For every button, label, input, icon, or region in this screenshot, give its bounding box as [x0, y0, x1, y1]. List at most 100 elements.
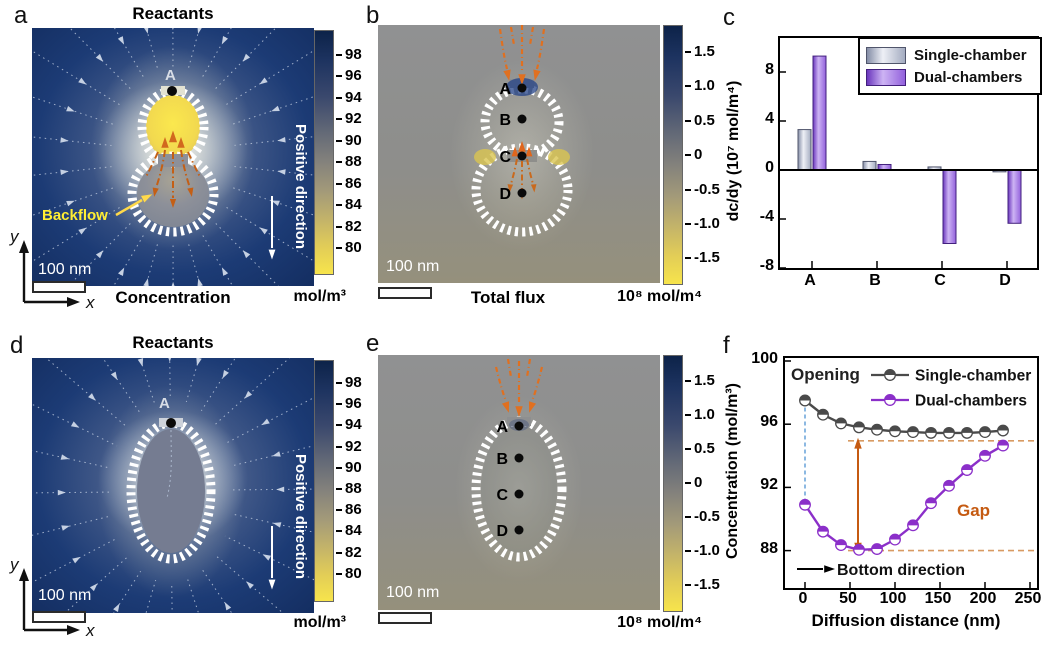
panel-a-unit: mol/m³ — [293, 288, 346, 305]
line-chart-concentration: Single-chamber Dual-chambers Opening Gap Bot… — [785, 360, 1035, 588]
colorbar-d-tick: 98 — [336, 374, 362, 391]
colorbar-d-tick: 80 — [336, 565, 362, 582]
colorbar-b-tick: -1.0 — [685, 215, 720, 232]
legend-label-dual: Dual-chambers — [914, 68, 1023, 86]
colorbar-d-tick: 96 — [336, 395, 362, 412]
panel-c-xtick: D — [999, 272, 1011, 289]
panel-d-label: d — [10, 332, 24, 359]
legend-swatch-dual — [866, 68, 906, 86]
legend-row-single: Single-chamber — [866, 44, 1034, 66]
colorbar-d-tick: 86 — [336, 501, 362, 518]
panel-c-xtick: B — [869, 272, 881, 289]
colorbar-d-tick: 82 — [336, 544, 362, 561]
simulation-d-concentration-single: A Positive direction 100 nm — [32, 358, 314, 613]
colorbar-e-tick: 0 — [685, 474, 702, 491]
colorbar-d-tick: 88 — [336, 480, 362, 497]
panel-c-ytick: 4 — [765, 110, 774, 127]
y-axis-arrow-icon — [19, 568, 29, 581]
opening-annotation: Opening — [791, 365, 860, 384]
panel-d-scalebar-rect — [32, 611, 86, 623]
colorbar-e-tick: -1.5 — [685, 576, 720, 593]
x-axis-arrow-icon — [67, 297, 80, 307]
panel-f-xtick: 250 — [1014, 590, 1042, 607]
panel-e-label: e — [366, 330, 380, 357]
panel-e-scalebar-rect — [378, 612, 432, 624]
panel-d-xy-axes: y x — [9, 555, 95, 640]
panel-b-unit: 10⁸ mol/m⁴ — [617, 288, 702, 305]
panel-c-ytick: 8 — [765, 61, 774, 78]
y-axis-letter: y — [9, 555, 20, 574]
panel-a-scalebar-label: 100 nm — [38, 261, 91, 278]
colorbar-b-tick: 1.0 — [685, 77, 715, 94]
colorbar-b-tick: -0.5 — [685, 181, 720, 198]
panel-f-xtick: 100 — [879, 590, 907, 607]
panel-a-xy-axes: y x — [9, 227, 95, 312]
colorbar-a-tick: 86 — [336, 175, 362, 192]
point-c-label: C — [499, 149, 511, 166]
x-axis-arrow-icon — [67, 625, 80, 635]
panel-a-label: a — [14, 2, 28, 29]
panel-c-xtick: C — [934, 272, 946, 289]
x-axis-letter: x — [85, 293, 95, 312]
colorbar-b-tick: 0 — [685, 146, 702, 163]
positive-direction-label: Positive direction — [292, 454, 309, 579]
colorbar-a-tick: 90 — [336, 132, 362, 149]
panel-f-label: f — [723, 332, 730, 359]
colorbar-e-tick: 1.5 — [685, 372, 715, 389]
colorbar-e-tick: -0.5 — [685, 508, 720, 525]
panel-f-legend-single: Single-chamber — [915, 368, 1031, 385]
panel-f-xtick: 0 — [798, 590, 808, 607]
point-d-label: D — [496, 523, 508, 540]
panel-f-ytick: 92 — [760, 476, 778, 494]
colorbar-d — [314, 360, 334, 602]
colorbar-d-tick: 84 — [336, 522, 362, 539]
y-axis-arrow-icon — [19, 240, 29, 253]
panel-d-title: Reactants — [132, 333, 214, 352]
panel-f-ytick: 96 — [760, 413, 778, 431]
panel-b-scalebar-rect — [378, 287, 432, 299]
colorbar-e-tick: 0.5 — [685, 440, 715, 457]
point-b-label: B — [496, 451, 508, 468]
simulation-a-concentration-dual: A Backflow Positive direction 100 nm — [32, 28, 314, 286]
point-a-label: A — [165, 67, 176, 84]
point-d-label: D — [499, 186, 511, 203]
colorbar-a — [314, 30, 334, 275]
panel-c-xtick: A — [804, 272, 816, 289]
bottom-direction-annotation: Bottom direction — [837, 562, 965, 579]
colorbar-b-tick: 1.5 — [685, 43, 715, 60]
panel-b-scalebar-label: 100 nm — [386, 258, 439, 275]
panel-c-ytick: -8 — [759, 257, 774, 274]
point-b-label: B — [499, 112, 511, 129]
colorbar-a-tick: 82 — [336, 218, 362, 235]
panel-f-ylabel: Concentration (mol/m³) — [724, 383, 741, 559]
point-a-label: A — [496, 419, 508, 436]
simulation-b-flux-dual: AB C D 100 nm — [378, 25, 660, 283]
panel-f-plot-frame: Single-chamber Dual-chambers Opening Gap Bot… — [783, 356, 1039, 590]
backflow-label: Backflow — [42, 207, 108, 224]
colorbar-d-tick: 92 — [336, 438, 362, 455]
colorbar-a-tick: 98 — [336, 46, 362, 63]
panel-e-scalebar-label: 100 nm — [386, 584, 439, 601]
bar-chart-dcdy — [780, 55, 1037, 269]
panel-f-ytick: 100 — [751, 350, 778, 367]
colorbar-e-tick: -1.0 — [685, 542, 720, 559]
y-axis-letter: y — [9, 227, 20, 246]
colorbar-a-tick: 96 — [336, 67, 362, 84]
colorbar-e — [663, 355, 683, 612]
panel-a-title: Reactants — [132, 4, 214, 23]
colorbar-e-tick: 1.0 — [685, 406, 715, 423]
colorbar-b-tick: 0.5 — [685, 112, 715, 129]
panel-d-scalebar-label: 100 nm — [38, 587, 91, 604]
colorbar-a-tick: 80 — [336, 239, 362, 256]
legend-label-single: Single-chamber — [914, 46, 1027, 64]
point-a-label: A — [499, 81, 511, 98]
panel-c-ytick: 0 — [765, 159, 774, 176]
panel-b-label: b — [366, 2, 380, 29]
panel-c-legend: Single-chamber Dual-chambers — [858, 37, 1042, 95]
point-a-label: A — [159, 395, 170, 412]
x-axis-letter: x — [85, 621, 95, 640]
colorbar-a-tick: 94 — [336, 89, 362, 106]
panel-a-bottom-label: Concentration — [115, 288, 231, 307]
panel-c-label: c — [723, 4, 735, 31]
